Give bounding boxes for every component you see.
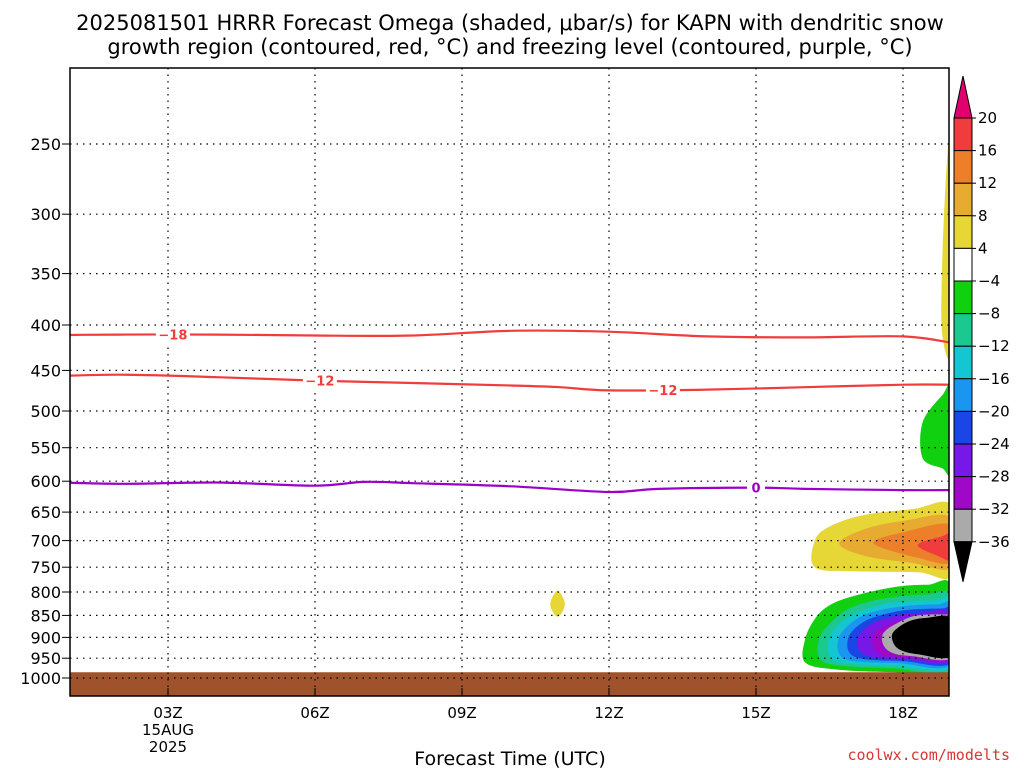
y-tick-label-250: 250 [30,135,61,154]
omega-region-14 [891,615,949,659]
x-date-line-1: 2025 [149,738,187,756]
colorbar-swatch-12 [953,476,973,510]
omega-region-1 [920,383,949,477]
colorbar-swatch-7 [953,313,973,347]
colorbar-swatch-13 [953,508,973,543]
x-date-line-0: 15AUG [142,721,194,739]
x-tick-label-03Z: 03Z [153,704,182,722]
colorbar-tick-label-6: −8 [978,305,1000,323]
colorbar-tick-label-3: 8 [978,207,988,225]
y-tick-label-450: 450 [30,361,61,380]
x-tick-label-06Z: 06Z [300,704,329,722]
colorbar-swatch-9 [953,378,973,412]
contour-line-2 [70,480,949,494]
chart-title-line-2: growth region (contoured, red, °C) and f… [107,35,912,59]
omega-region-0 [941,133,949,360]
contour-label-bg-1 [302,372,337,389]
y-axis-ticks: 250 300 350 400 450 500 550 600 650 700 750 800 850 9… [20,135,70,688]
colorbar-swatch-5 [953,247,973,282]
colorbar-tick-label-13: −36 [978,533,1010,551]
omega-region-4 [873,523,949,565]
colorbar-tick-label-5: −4 [978,272,1000,290]
contour-lines: −18 −12 −12 0 [70,326,949,497]
colorbar-tick-label-12: −32 [978,500,1010,518]
omega-region-15 [550,590,565,617]
contour-label-bg-0 [155,326,190,343]
plot-area [70,133,949,696]
y-tick-label-650: 650 [30,503,61,522]
y-tick-label-900: 900 [30,628,61,647]
colorbar-swatch-1 [953,117,973,152]
colorbar-swatch-3 [953,182,973,217]
x-tick-label-18Z: 18Z [888,704,917,722]
x-axis-label: Forecast Time (UTC) [414,748,605,768]
contour-label-3: 0 [751,482,760,497]
credit-text: coolwx.com/modelts [847,746,1010,764]
colorbar-tick-label-8: −16 [978,370,1010,388]
colorbar-tick-label-1: 16 [978,142,997,160]
contour-label-0: −18 [158,329,187,344]
y-tick-label-800: 800 [30,583,61,602]
y-tick-label-950: 950 [30,649,61,668]
contour-label-1: −12 [305,375,334,390]
colorbar-tick-label-10: −24 [978,435,1010,453]
x-tick-label-15Z: 15Z [741,704,770,722]
omega-region-5 [917,532,949,561]
y-tick-label-500: 500 [30,402,61,421]
x-tick-label-12Z: 12Z [594,704,623,722]
y-tick-label-1000: 1000 [20,669,61,688]
y-tick-label-300: 300 [30,205,61,224]
colorbar-swatch-6 [953,280,973,315]
colorbar: 20 16 12 8 4 −4 −8 −12 −16 −20 −24 −28 −32 −36 [953,75,1010,582]
colorbar-swatch-11 [953,443,973,478]
y-tick-label-700: 700 [30,532,61,551]
plot-frame [69,67,950,697]
colorbar-tick-label-11: −28 [978,468,1010,486]
colorbar-swatch-2 [953,150,973,184]
colorbar-tick-label-2: 12 [978,174,997,192]
y-tick-label-350: 350 [30,265,61,284]
colorbar-swatch-0 [953,75,973,119]
y-tick-label-400: 400 [30,316,61,335]
y-tick-label-600: 600 [30,472,61,491]
colorbar-swatch-4 [953,215,973,249]
colorbar-swatch-10 [953,410,973,445]
chart-title-line-1: 2025081501 HRRR Forecast Omega (shaded, … [76,11,944,35]
colorbar-tick-label-9: −20 [978,402,1010,420]
colorbar-swatch-8 [953,345,973,380]
terrain-band [70,672,949,696]
colorbar-tick-label-4: 4 [978,239,988,257]
colorbar-tick-label-7: −12 [978,337,1010,355]
colorbar-swatch-14 [953,541,973,582]
contour-label-bg-2 [645,382,680,398]
y-tick-label-550: 550 [30,439,61,458]
y-tick-label-850: 850 [30,606,61,625]
y-tick-label-750: 750 [30,558,61,577]
colorbar-tick-label-0: 20 [978,109,997,127]
x-axis-ticks: 03Z 06Z 09Z 12Z 15Z 18Z [153,688,918,722]
grid-lines [70,68,949,696]
x-tick-label-09Z: 09Z [447,704,476,722]
contour-line-1 [70,373,949,392]
contour-label-bg-3 [747,479,765,496]
contour-label-2: −12 [648,384,677,399]
